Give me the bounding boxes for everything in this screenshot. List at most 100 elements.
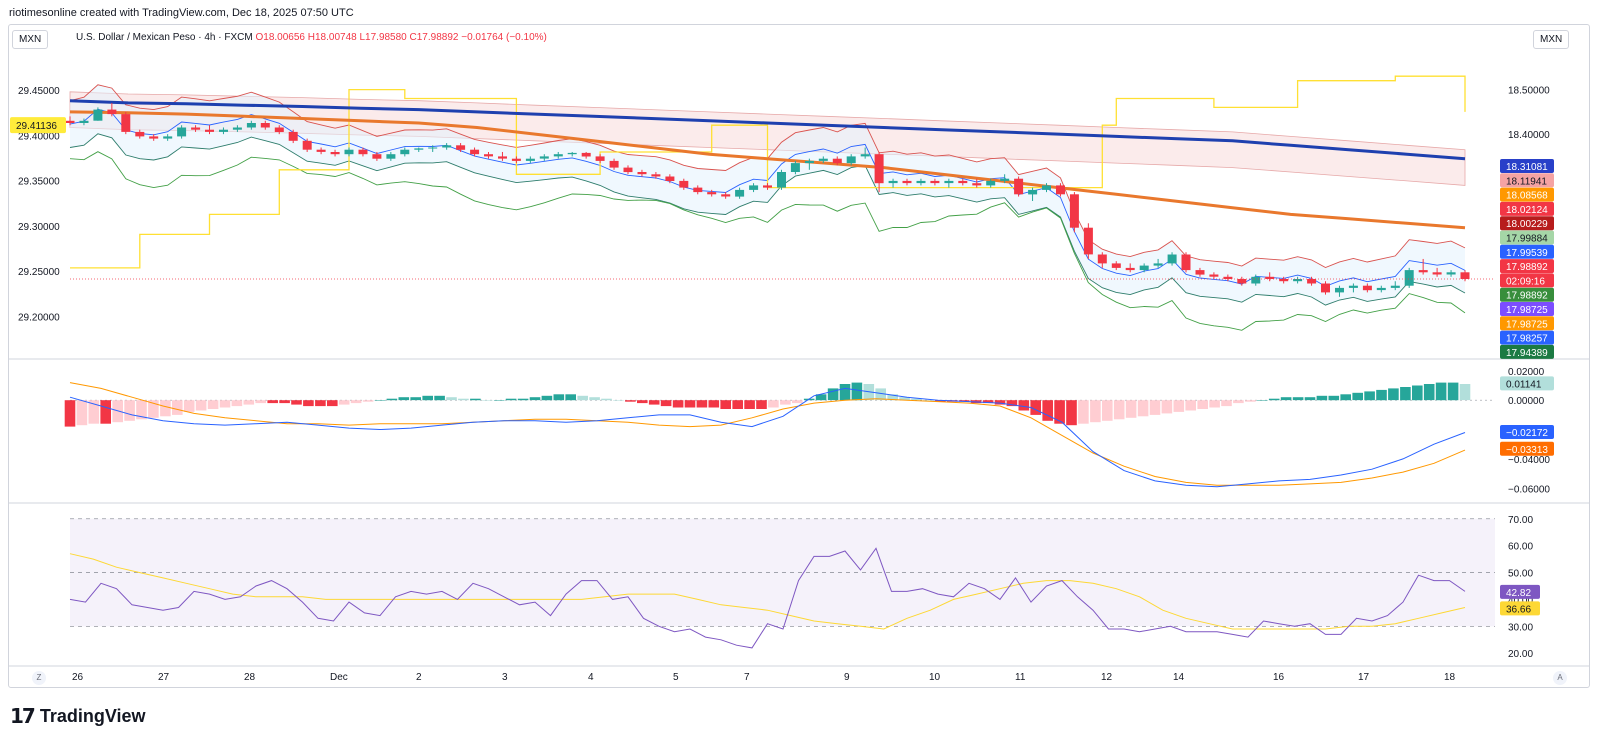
macd-histogram-bar: [839, 384, 851, 401]
time-axis-label: 10: [929, 672, 941, 683]
macd-histogram-bar: [1066, 400, 1077, 426]
macd-histogram-bar: [505, 398, 517, 401]
macd-histogram-bar: [613, 400, 624, 401]
candle-body: [581, 152, 591, 157]
right-price-label-bg: [1500, 187, 1554, 202]
leading-step-line: [70, 75, 1466, 269]
candle-body: [735, 189, 745, 197]
rsi-value-label-text: 42.82: [1506, 588, 1531, 599]
chart-frame: [8, 24, 1590, 688]
candle-body: [1390, 285, 1400, 288]
candle-body: [804, 160, 814, 164]
macd-histogram-bar: [1185, 400, 1196, 411]
right-price-label-text: 17.99539: [1506, 248, 1548, 259]
right-price-label-text: 18.02124: [1506, 205, 1548, 216]
candle-body: [874, 154, 884, 184]
macd-histogram-bar: [231, 400, 243, 407]
macd-histogram-bar: [470, 398, 481, 401]
candle-body: [1460, 272, 1470, 279]
right-axis-tick: 18.40000: [1508, 130, 1550, 141]
symbol-legend[interactable]: U.S. Dollar / Mexican Peso · 4h · FXCM O…: [76, 32, 547, 43]
macd-histogram-bar: [172, 400, 183, 415]
candle-body: [1223, 276, 1233, 279]
macd-histogram-bar: [1435, 382, 1447, 401]
candle-body: [902, 180, 912, 184]
right-price-label-text: 18.31081: [1506, 162, 1548, 173]
macd-histogram-bar: [315, 400, 326, 407]
macd-histogram-bar: [195, 400, 207, 411]
right-price-label-bg: [1500, 344, 1554, 359]
candle-body: [330, 152, 340, 155]
macd-histogram-bar: [684, 400, 696, 408]
candle-body: [470, 149, 480, 155]
macd-histogram-bar: [1018, 400, 1030, 411]
macd-histogram-bar: [386, 398, 398, 401]
macd-signal-line: [69, 382, 1466, 486]
candle-body: [972, 183, 982, 186]
currency-right[interactable]: MXN: [1533, 30, 1570, 49]
macd-histogram-bar: [565, 394, 576, 401]
macd-histogram-bar: [243, 400, 255, 405]
macd-histogram-bar: [935, 400, 946, 402]
macd-histogram-bar: [1209, 400, 1220, 408]
macd-axis-tick: −0.04000: [1508, 455, 1550, 466]
candle-body: [1056, 185, 1065, 195]
currency-left[interactable]: MXN: [12, 30, 49, 49]
candle-body: [246, 123, 256, 128]
candle-body: [288, 131, 298, 141]
candle-body: [149, 136, 159, 139]
macd-histogram-bar: [1042, 400, 1053, 421]
candle-body: [790, 163, 800, 172]
right-price-label-text: 17.98725: [1506, 319, 1548, 330]
macd-histogram-bar: [410, 397, 421, 401]
candle-body: [1181, 254, 1191, 271]
ema-orange-line: [69, 110, 1466, 230]
macd-line: [69, 387, 1466, 488]
time-axis-label: 4: [588, 672, 594, 683]
macd-axis-tick: 0.02000: [1508, 367, 1545, 378]
candle-body: [1139, 265, 1149, 271]
candle-body: [1265, 276, 1275, 279]
right-price-label-bg: [1500, 173, 1554, 188]
right-price-label-bg: [1500, 216, 1554, 231]
macd-histogram-bar: [768, 400, 779, 408]
candle-body: [1432, 272, 1442, 275]
candle-body: [1125, 267, 1135, 271]
lagging-span-line: [69, 151, 1466, 331]
macd-histogram-bar: [553, 394, 565, 401]
time-axis-label: 16: [1273, 672, 1285, 683]
macd-histogram-bar: [1078, 400, 1089, 424]
macd-histogram-bar: [1245, 400, 1256, 402]
rsi-axis-tick: 30.00: [1508, 622, 1533, 633]
macd-histogram-bar: [1030, 400, 1041, 415]
candle-body: [721, 194, 731, 197]
time-axis-label: 28: [244, 672, 256, 683]
header-credit: riotimesonline created with TradingView.…: [9, 7, 354, 19]
macd-histogram-bar: [648, 400, 660, 405]
macd-histogram-bar: [219, 400, 231, 408]
left-axis-tick: 29.45000: [18, 86, 60, 97]
macd-value-label-text: −0.02172: [1506, 428, 1548, 439]
auto-scale-button[interactable]: A: [1553, 671, 1567, 685]
right-price-label-text: 17.98892: [1506, 262, 1548, 273]
macd-histogram-bar: [1233, 400, 1244, 404]
candle-body: [358, 149, 368, 155]
candle-body: [1251, 276, 1261, 284]
macd-histogram-bar: [1447, 382, 1459, 401]
macd-histogram-bar: [100, 400, 111, 424]
rsi-axis-tick: 70.00: [1508, 515, 1533, 526]
candle-body: [623, 167, 633, 173]
macd-histogram-bar: [1102, 400, 1113, 421]
candle-body: [1446, 272, 1456, 275]
candle-body: [637, 172, 647, 175]
candle-body: [400, 149, 410, 155]
right-price-label-text: 17.98892: [1506, 291, 1548, 302]
macd-histogram-bar: [756, 400, 767, 409]
ohlc-values: O18.00656 H18.00748 L17.98580 C17.98892 …: [255, 32, 547, 43]
time-axis-label: 2: [416, 672, 422, 683]
macd-histogram-bar: [1054, 400, 1065, 424]
macd-histogram-bar: [1340, 394, 1351, 401]
rsi-axis-tick: 20.00: [1508, 649, 1533, 660]
zoom-reset-button[interactable]: Z: [32, 671, 46, 685]
